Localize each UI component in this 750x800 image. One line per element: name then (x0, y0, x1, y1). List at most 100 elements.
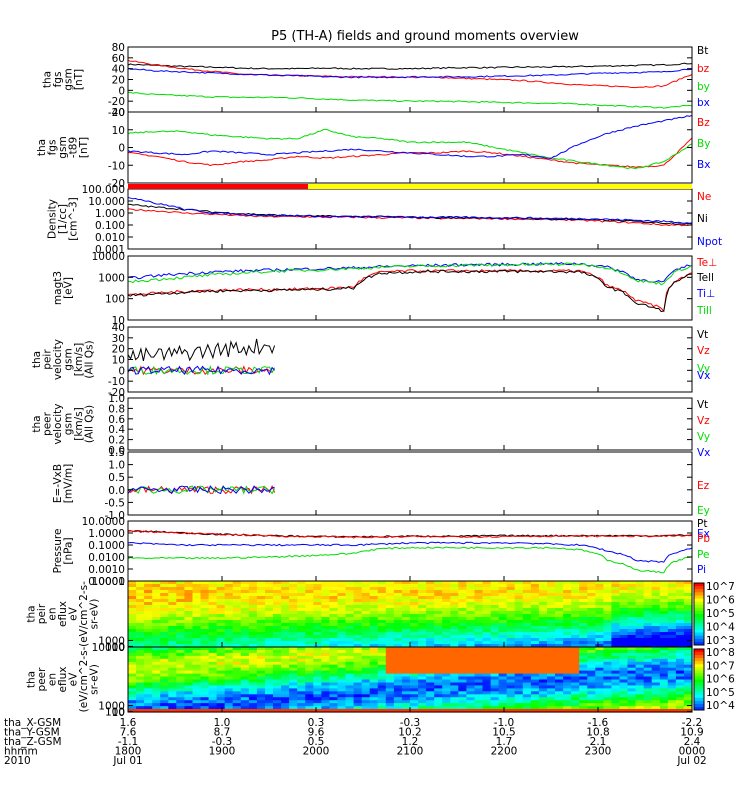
heatmap-cell (128, 596, 137, 600)
heatmap-cell (168, 581, 177, 585)
heatmap-cell (659, 685, 669, 689)
heatmap-cell (514, 593, 524, 597)
heatmap-cell (361, 685, 371, 689)
heatmap-cell (369, 652, 379, 657)
heatmap-cell (498, 691, 508, 695)
heatmap-cell (643, 682, 653, 687)
heatmap-cell (659, 697, 669, 701)
heatmap-cell (426, 688, 435, 692)
heatmap-cell (289, 700, 298, 704)
heatmap-cell (377, 697, 387, 701)
heatmap-cell (305, 635, 314, 639)
heatmap-cell (635, 614, 645, 618)
y-tick-label: 10.0000 (82, 516, 125, 528)
heatmap-cell (377, 691, 387, 695)
heatmap-cell (571, 709, 580, 713)
heatmap-cell (273, 703, 282, 707)
heatmap-cell (208, 617, 218, 621)
heatmap-cell (265, 632, 274, 636)
heatmap-cell (490, 658, 500, 663)
heatmap-cell (128, 644, 137, 648)
y-axis-label: gsm (62, 348, 74, 370)
heatmap-cell (522, 629, 532, 633)
colorbar-segment (694, 649, 704, 653)
heatmap-cell (152, 682, 161, 687)
heatmap-cell (401, 599, 411, 603)
heatmap-cell (482, 584, 492, 588)
heatmap-cell (611, 697, 621, 701)
heatmap-cell (192, 593, 202, 597)
heatmap-cell (265, 700, 274, 704)
heatmap-cell (683, 617, 693, 621)
heatmap-cell (208, 682, 218, 687)
heatmap-cell (482, 655, 492, 660)
heatmap-cell (458, 700, 467, 704)
heatmap-cell (659, 679, 669, 684)
heatmap-cell (466, 664, 476, 669)
heatmap-cell (474, 706, 484, 710)
heatmap-cell (305, 679, 314, 684)
heatmap-cell (184, 629, 194, 633)
heatmap-cell (200, 608, 210, 612)
heatmap-cell (313, 593, 322, 597)
heatmap-cell (538, 679, 548, 684)
heatmap-cell (273, 593, 282, 597)
heatmap-cell (289, 632, 298, 636)
heatmap-cell (514, 638, 524, 642)
heatmap-cell (410, 629, 419, 633)
heatmap-cell (168, 629, 177, 633)
heatmap-cell (643, 664, 653, 669)
heatmap-cell (361, 679, 371, 684)
heatmap-cell (426, 641, 435, 645)
heatmap-cell (289, 602, 298, 606)
heatmap-cell (482, 670, 492, 675)
heatmap-cell (224, 676, 234, 681)
heatmap-cell (587, 596, 596, 600)
heatmap-cell (321, 644, 331, 648)
heatmap-cell (184, 587, 194, 591)
y-axis-label: [nT] (73, 69, 85, 90)
heatmap-cell (232, 596, 242, 600)
heatmap-cell (208, 587, 218, 591)
heatmap-cell (611, 652, 621, 657)
heatmap-cell (297, 700, 306, 704)
heatmap-cell (627, 667, 637, 672)
heatmap-cell (329, 599, 339, 603)
heatmap-cell (281, 629, 290, 633)
heatmap-cell (329, 685, 339, 689)
y-tick-label: 10.000 (88, 196, 125, 208)
heatmap-cell (160, 644, 169, 648)
heatmap-cell (522, 647, 532, 651)
heatmap-cell (450, 667, 459, 672)
heatmap-cell (224, 670, 234, 675)
colorbar-tick-label: 10^6 (706, 674, 735, 686)
heatmap-cell (208, 709, 218, 713)
heatmap-cell (232, 638, 242, 642)
heatmap-cell (297, 691, 306, 695)
y-axis-label: peir (36, 603, 48, 624)
heatmap-cell (273, 584, 282, 588)
heatmap-cell (297, 581, 306, 585)
heatmap-cell (281, 658, 290, 663)
heatmap-cell (256, 706, 266, 710)
heatmap-cell (410, 700, 419, 704)
heatmap-cell (538, 605, 548, 609)
heatmap-cell (571, 706, 580, 710)
heatmap-cell (200, 697, 210, 701)
heatmap-cell (192, 664, 202, 669)
heatmap-cell (248, 709, 258, 713)
heatmap-cell (176, 587, 185, 591)
heatmap-cell (385, 587, 395, 591)
heatmap-cell (176, 608, 185, 612)
heatmap-cell (232, 611, 242, 615)
heatmap-cell (466, 703, 476, 707)
heatmap-cell (192, 638, 202, 642)
heatmap-cell (232, 655, 242, 660)
heatmap-cell (240, 706, 250, 710)
heatmap-cell (458, 596, 467, 600)
heatmap-cell (385, 697, 395, 701)
heatmap-cell (683, 703, 693, 707)
y-axis-label: [eV] (62, 277, 74, 299)
heatmap-cell (192, 650, 202, 654)
heatmap-cell (200, 694, 210, 698)
